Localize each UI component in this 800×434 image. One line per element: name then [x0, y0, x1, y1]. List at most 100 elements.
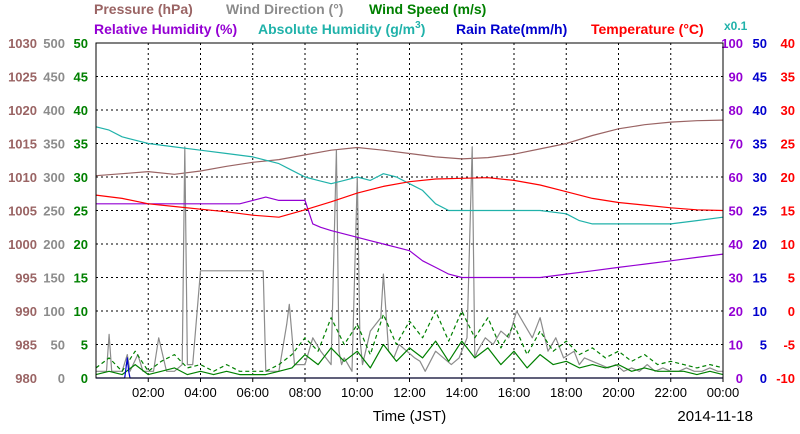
- pressure-tick-label: 1015: [8, 137, 37, 152]
- right-axes: 1009080706050403020100504540353025201510…: [721, 36, 795, 386]
- rain-rate-tick-label: 10: [753, 304, 767, 319]
- rain-rate-tick-label: 5: [760, 338, 767, 353]
- date-label: 2014-11-18: [677, 408, 753, 425]
- humidity-tick-label: 20: [729, 304, 743, 319]
- wind-speed-tick-label: 50: [74, 36, 88, 51]
- grid: [96, 43, 723, 378]
- wind-direction-tick-label: 0: [58, 371, 65, 386]
- pressure-tick-label: 995: [15, 271, 37, 286]
- series-temperature-c: [95, 177, 724, 218]
- temperature-tick-label: -5: [783, 338, 795, 353]
- x-axis-label: Time (JST): [373, 408, 447, 425]
- humidity-tick-label: 50: [729, 204, 743, 219]
- wind-direction-tick-label: 450: [43, 70, 65, 85]
- wind-speed-tick-label: 35: [74, 137, 88, 152]
- temperature-tick-label: 40: [781, 36, 795, 51]
- pressure-tick-label: 1000: [8, 237, 37, 252]
- humidity-tick-label: 10: [729, 338, 743, 353]
- temperature-tick-label: 5: [788, 271, 795, 286]
- rain-rate-tick-label: 25: [753, 204, 767, 219]
- series-wind-speed-gust-m-s: [95, 310, 724, 372]
- x-tick-label: 06:00: [236, 385, 269, 400]
- wind-speed-tick-label: 0: [81, 371, 88, 386]
- wind-speed-tick-label: 45: [74, 70, 88, 85]
- x-tick-label: 02:00: [132, 385, 165, 400]
- x-tick-label: 04:00: [184, 385, 217, 400]
- wind-direction-tick-label: 50: [51, 338, 65, 353]
- wind-direction-tick-label: 100: [43, 304, 65, 319]
- wind-direction-tick-label: 300: [43, 170, 65, 185]
- rain-rate-tick-label: 0: [760, 371, 767, 386]
- pressure-tick-label: 1005: [8, 204, 37, 219]
- temperature-tick-label: 10: [781, 237, 795, 252]
- pressure-tick-label: 985: [15, 338, 37, 353]
- rain-rate-tick-label: 30: [753, 170, 767, 185]
- legend-temperature: Temperature (°C): [591, 21, 704, 37]
- rain-rate-tick-label: 35: [753, 137, 767, 152]
- rain-rate-tick-label: 40: [753, 103, 767, 118]
- left-axes: 1030102510201015101010051000995990985980…: [8, 36, 88, 386]
- humidity-tick-label: 90: [729, 70, 743, 85]
- pressure-tick-label: 990: [15, 304, 37, 319]
- wind-speed-tick-label: 30: [74, 170, 88, 185]
- pressure-tick-label: 1030: [8, 36, 37, 51]
- legend-pressure: Pressure (hPa): [94, 1, 193, 17]
- series-pressure-hpa: [95, 119, 724, 177]
- temperature-tick-label: -10: [776, 371, 795, 386]
- legend-rain-rate: Rain Rate(mm/h): [456, 21, 567, 37]
- wind-speed-tick-label: 10: [74, 304, 88, 319]
- wind-direction-tick-label: 250: [43, 204, 65, 219]
- wind-speed-tick-label: 5: [81, 338, 88, 353]
- wind-direction-tick-label: 500: [43, 36, 65, 51]
- x-tick-label: 20:00: [602, 385, 635, 400]
- x-tick-label: 10:00: [341, 385, 374, 400]
- temperature-tick-label: 30: [781, 103, 795, 118]
- pressure-tick-label: 1020: [8, 103, 37, 118]
- wind-speed-tick-label: 40: [74, 103, 88, 118]
- x-tick-label: 12:00: [393, 385, 426, 400]
- rain-rate-tick-label: 45: [753, 70, 767, 85]
- humidity-tick-label: 60: [729, 170, 743, 185]
- wind-direction-tick-label: 350: [43, 137, 65, 152]
- rain-rate-tick-label: 20: [753, 237, 767, 252]
- series-wind-speed-m-s: [95, 340, 724, 376]
- humidity-tick-label: 100: [721, 36, 743, 51]
- humidity-tick-label: 40: [729, 237, 743, 252]
- legend-multiplier: x0.1: [724, 19, 748, 33]
- rain-rate-tick-label: 50: [753, 36, 767, 51]
- wind-speed-tick-label: 20: [74, 237, 88, 252]
- pressure-tick-label: 1025: [8, 70, 37, 85]
- x-tick-label: 08:00: [289, 385, 322, 400]
- legend-absolute-humidity: Absolute Humidity (g/m3): [258, 20, 425, 37]
- wind-speed-tick-label: 15: [74, 271, 88, 286]
- wind-direction-tick-label: 150: [43, 271, 65, 286]
- humidity-tick-label: 80: [729, 103, 743, 118]
- x-tick-label: 22:00: [654, 385, 687, 400]
- x-tick-label: 00:00: [707, 385, 740, 400]
- legend-wind-speed: Wind Speed (m/s): [369, 1, 486, 17]
- legend-relative-humidity: Relative Humidity (%): [94, 21, 237, 37]
- temperature-tick-label: 25: [781, 137, 795, 152]
- x-axis-ticks: 02:00 04:00 06:00 08:00 10:00 12:00 14:00 16:00…: [132, 378, 739, 400]
- temperature-tick-label: 20: [781, 170, 795, 185]
- legend-wind-direction: Wind Direction (°): [226, 1, 343, 17]
- series-relative-humidity: [96, 196, 724, 279]
- legend: Pressure (hPa) Wind Direction (°) Wind Spe…: [94, 1, 748, 37]
- pressure-tick-label: 1010: [8, 170, 37, 185]
- humidity-tick-label: 0: [736, 371, 743, 386]
- wind-direction-tick-label: 200: [43, 237, 65, 252]
- wind-speed-tick-label: 25: [74, 204, 88, 219]
- temperature-tick-label: 35: [781, 70, 795, 85]
- rain-rate-tick-label: 15: [753, 271, 767, 286]
- humidity-tick-label: 70: [729, 137, 743, 152]
- humidity-tick-label: 30: [729, 271, 743, 286]
- x-tick-label: 14:00: [445, 385, 478, 400]
- series-absolute-humidity-g-m3-x0-1: [95, 126, 724, 225]
- temperature-tick-label: 0: [788, 304, 795, 319]
- temperature-tick-label: 15: [781, 204, 795, 219]
- x-tick-label: 18:00: [550, 385, 583, 400]
- wind-direction-tick-label: 400: [43, 103, 65, 118]
- x-tick-label: 16:00: [498, 385, 531, 400]
- pressure-tick-label: 980: [15, 371, 37, 386]
